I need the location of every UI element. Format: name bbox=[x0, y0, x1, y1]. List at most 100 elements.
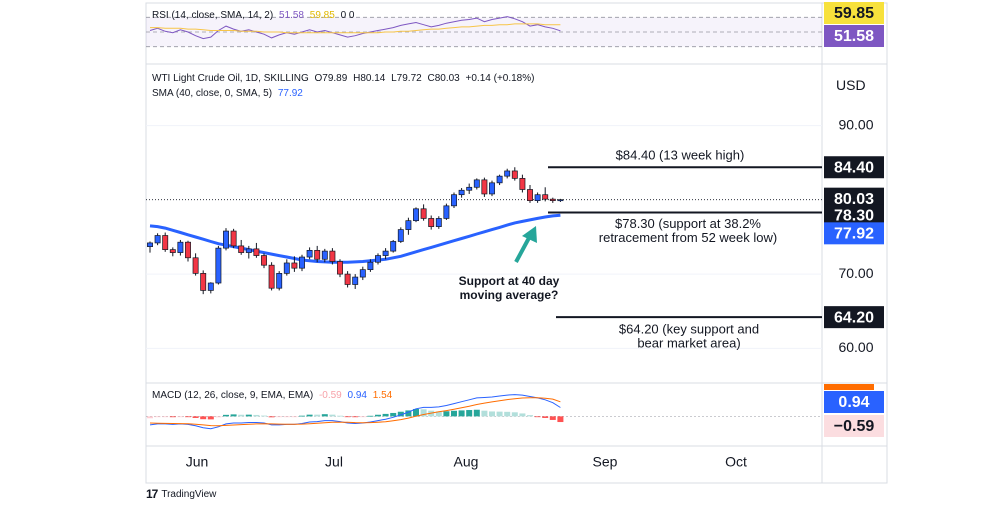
rsi-axis-label-bg bbox=[824, 2, 884, 24]
sma-legend: SMA (40, close, 0, SMA, 5) 77.92 bbox=[152, 88, 306, 99]
candle-body bbox=[291, 262, 298, 269]
macd-histogram-bar bbox=[527, 415, 533, 417]
candle-body bbox=[390, 241, 397, 252]
candle-body bbox=[405, 220, 412, 230]
candle-body bbox=[352, 276, 359, 285]
key-support-annotation-text-2: bear market area) bbox=[637, 336, 740, 351]
candle-body bbox=[154, 235, 161, 244]
tradingview-mark-icon: 17 bbox=[146, 487, 158, 501]
ohlc-change: +0.14 (+0.18%) bbox=[465, 73, 535, 84]
macd-histogram-bar bbox=[519, 413, 526, 417]
candle-body bbox=[147, 242, 153, 247]
price-axis-label-bg bbox=[824, 306, 884, 329]
macd-histogram-bar bbox=[147, 416, 153, 419]
macd-legend-signal: 1.54 bbox=[372, 390, 393, 401]
macd-histogram-bar bbox=[458, 410, 465, 417]
high-annotation-text: $84.40 (13 week high) bbox=[616, 148, 745, 163]
macd-histogram-bar bbox=[215, 416, 222, 418]
candle-body bbox=[435, 218, 442, 227]
rsi-ma-line bbox=[150, 23, 561, 34]
sma-40-line bbox=[149, 213, 561, 264]
macd-histogram-bar bbox=[367, 415, 374, 417]
candle-body bbox=[329, 250, 336, 262]
time-axis-label: Jun bbox=[186, 454, 209, 470]
sma-legend-name: SMA (40, close, 0, SMA, 5) bbox=[152, 88, 273, 99]
rsi-axis-label-bg bbox=[824, 25, 884, 47]
candle-body bbox=[230, 230, 237, 247]
macd-histogram-bar bbox=[169, 416, 176, 418]
macd-histogram-bar bbox=[177, 416, 184, 418]
macd-legend-name: MACD (12, 26, close, 9, EMA, EMA) bbox=[152, 390, 314, 401]
rsi-axis-label: 51.58 bbox=[834, 28, 874, 45]
support-annotation-text: $78.30 (support at 38.2% bbox=[615, 216, 761, 231]
macd-histogram-bar bbox=[337, 415, 343, 417]
support-annotation-text-2: retracement from 52 week low) bbox=[599, 230, 777, 245]
candle-body bbox=[481, 179, 488, 195]
price-axis-label: 64.20 bbox=[834, 309, 874, 326]
candle-body bbox=[321, 250, 328, 260]
macd-histogram-bar bbox=[443, 411, 450, 417]
macd-histogram-bar bbox=[405, 410, 412, 417]
candle-body bbox=[413, 208, 419, 222]
rsi-axis-label: 59.85 bbox=[834, 5, 874, 22]
candle-body bbox=[519, 178, 526, 190]
sma-legend-value: 77.92 bbox=[277, 88, 303, 99]
time-axis-label: Jul bbox=[325, 454, 343, 470]
candle-body bbox=[549, 198, 556, 201]
candle-body bbox=[382, 250, 389, 256]
time-axis-label: Oct bbox=[725, 454, 747, 470]
macd-histogram-bar bbox=[329, 414, 336, 417]
symbol-name: WTI Light Crude Oil, 1D, SKILLING bbox=[152, 73, 309, 84]
macd-histogram-bar bbox=[200, 416, 207, 420]
candle-body bbox=[169, 249, 176, 253]
macd-histogram-bar bbox=[291, 416, 298, 418]
macd-legend-hist: -0.59 bbox=[318, 390, 342, 401]
tradingview-logo[interactable]: 17 TradingView bbox=[146, 487, 216, 501]
candle-body bbox=[283, 262, 290, 274]
price-tick-label: 90.00 bbox=[838, 116, 873, 132]
macd-signal-axis-marker bbox=[824, 384, 874, 390]
sma-annotation-text-2: moving average? bbox=[460, 288, 559, 302]
macd-histogram-bar bbox=[397, 411, 404, 417]
macd-histogram-bar bbox=[489, 411, 495, 417]
macd-histogram-bar bbox=[496, 411, 503, 417]
price-axis-label: 80.03 bbox=[834, 191, 874, 208]
macd-histogram-bar bbox=[413, 408, 419, 417]
candle-body bbox=[261, 255, 267, 266]
candle-body bbox=[299, 256, 305, 269]
macd-line bbox=[149, 394, 561, 430]
ohlc-high: H80.14 bbox=[353, 73, 386, 84]
chart-frame bbox=[145, 2, 888, 484]
macd-histogram-bar bbox=[238, 414, 245, 417]
main-legend: WTI Light Crude Oil, 1D, SKILLING O79.89… bbox=[152, 73, 537, 84]
macd-histogram-bar bbox=[192, 416, 199, 418]
macd-histogram-bar bbox=[185, 416, 191, 418]
candle-body bbox=[207, 282, 214, 291]
macd-histogram-bar bbox=[473, 409, 480, 417]
macd-histogram-bar bbox=[542, 416, 549, 418]
candle-body bbox=[420, 208, 427, 219]
price-axis-label-bg bbox=[824, 222, 884, 245]
candle-body bbox=[542, 194, 549, 200]
candle-body bbox=[466, 186, 473, 191]
macd-histogram-bar bbox=[382, 413, 389, 417]
macd-axis-label: 0.94 bbox=[838, 394, 869, 411]
macd-histogram-bar bbox=[299, 415, 305, 417]
macd-histogram-bar bbox=[344, 416, 351, 418]
price-axis-label-bg bbox=[824, 204, 884, 227]
rsi-legend-extra: 0 0 bbox=[340, 10, 355, 21]
candle-body bbox=[557, 199, 564, 202]
macd-axis-label-bg bbox=[824, 415, 884, 437]
currency-label[interactable]: USD bbox=[836, 77, 866, 93]
macd-histogram-bar bbox=[352, 416, 359, 418]
price-axis-label: 77.92 bbox=[834, 226, 874, 243]
candle-body bbox=[253, 248, 260, 256]
candle-body bbox=[185, 241, 191, 259]
price-axis-label-bg bbox=[824, 156, 884, 179]
macd-histogram-bar bbox=[420, 409, 427, 417]
macd-histogram-bar bbox=[162, 416, 169, 418]
candle-body bbox=[489, 182, 495, 195]
candle-body bbox=[177, 241, 184, 253]
macd-histogram-bar bbox=[207, 416, 214, 420]
